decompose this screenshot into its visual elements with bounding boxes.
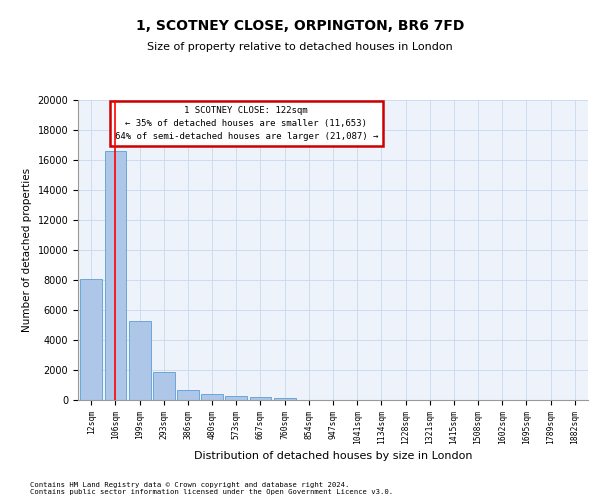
Bar [80,279,102,400]
Bar [201,394,223,400]
Text: Size of property relative to detached houses in London: Size of property relative to detached ho… [147,42,453,52]
Text: 1 SCOTNEY CLOSE: 122sqm
← 35% of detached houses are smaller (11,653)
64% of sem: 1 SCOTNEY CLOSE: 122sqm ← 35% of detache… [115,106,378,142]
Y-axis label: Number of detached properties: Number of detached properties [22,168,32,332]
Bar [177,390,199,400]
Bar [129,320,151,400]
Bar [274,398,296,400]
Text: Contains HM Land Registry data © Crown copyright and database right 2024.
Contai: Contains HM Land Registry data © Crown c… [30,482,393,495]
Text: 1, SCOTNEY CLOSE, ORPINGTON, BR6 7FD: 1, SCOTNEY CLOSE, ORPINGTON, BR6 7FD [136,18,464,32]
Bar [250,398,271,400]
Bar [104,151,127,400]
Bar [226,396,247,400]
Bar [153,372,175,400]
X-axis label: Distribution of detached houses by size in London: Distribution of detached houses by size … [194,451,472,461]
